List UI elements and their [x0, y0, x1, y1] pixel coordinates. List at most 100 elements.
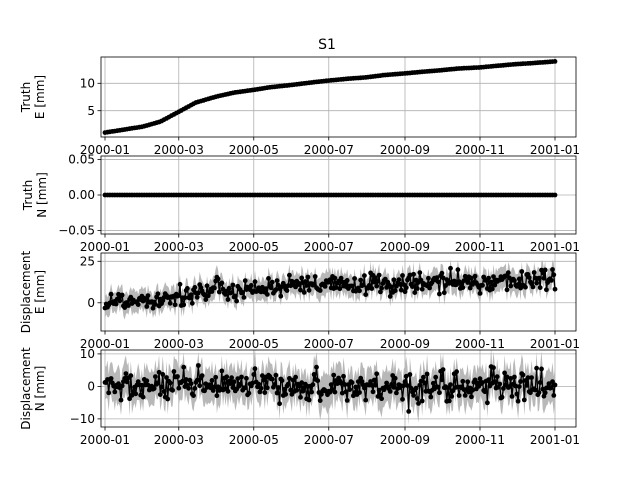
- data-point: [465, 280, 471, 285]
- data-point: [462, 393, 468, 398]
- x-tick-label: 2000-05: [229, 337, 279, 351]
- y-tick-label: 10: [80, 347, 95, 361]
- data-point: [185, 286, 190, 291]
- data-point: [278, 293, 284, 299]
- y-axis-label: TruthN [mm]: [21, 172, 49, 218]
- data-point: [546, 381, 552, 387]
- data-point: [491, 274, 496, 279]
- data-point: [177, 281, 183, 287]
- x-tick-label: 2001-01: [530, 143, 580, 157]
- data-point: [357, 288, 362, 294]
- data-point: [391, 385, 397, 390]
- data-point: [529, 375, 534, 380]
- data-point: [412, 290, 418, 295]
- data-point: [214, 393, 220, 399]
- data-point: [494, 374, 500, 380]
- data-point: [231, 379, 237, 385]
- data-point: [129, 392, 135, 398]
- data-point: [219, 368, 225, 374]
- data-point: [194, 377, 200, 383]
- data-point: [455, 267, 461, 273]
- data-point: [402, 289, 408, 295]
- data-point: [262, 390, 268, 395]
- data-point: [363, 397, 369, 403]
- y-axis-label: TruthE [mm]: [19, 75, 47, 119]
- data-point: [225, 297, 231, 302]
- data-point: [229, 375, 235, 381]
- data-point: [220, 286, 226, 292]
- data-point: [370, 389, 376, 395]
- data-point: [477, 376, 483, 382]
- data-point: [413, 385, 419, 391]
- data-point: [405, 383, 410, 388]
- data-point: [470, 387, 475, 393]
- data-point: [548, 278, 554, 283]
- data-point: [378, 289, 383, 295]
- data-point: [285, 381, 291, 387]
- data-point: [332, 389, 338, 395]
- data-point: [384, 380, 389, 386]
- y-tick-label: 5: [87, 104, 95, 118]
- data-point: [521, 397, 527, 403]
- data-point: [299, 275, 305, 281]
- data-point: [410, 284, 415, 289]
- data-point: [542, 267, 548, 273]
- data-point: [209, 289, 215, 294]
- data-point: [482, 389, 488, 395]
- data-point: [544, 287, 549, 293]
- data-point: [369, 382, 375, 388]
- data-point: [411, 271, 416, 277]
- data-point: [213, 374, 219, 380]
- data-point: [419, 286, 425, 292]
- data-point: [273, 287, 279, 293]
- x-tick-label: 2000-01: [80, 240, 130, 254]
- y-tick-label: −10: [70, 412, 95, 426]
- data-point: [189, 300, 195, 306]
- data-point: [403, 373, 409, 379]
- data-point: [237, 381, 243, 387]
- axes-displacement-n: 2000-01 2000-03 2000-05 2000-07 2000-09 2000-…: [19, 347, 580, 447]
- data-point: [108, 291, 114, 297]
- data-point: [156, 369, 162, 375]
- data-point: [374, 283, 380, 289]
- data-point: [526, 275, 532, 280]
- data-point: [194, 294, 200, 300]
- data-point: [315, 378, 321, 384]
- data-point: [219, 280, 225, 286]
- data-point: [398, 287, 404, 293]
- series-line: [104, 60, 556, 134]
- data-point: [234, 298, 240, 304]
- data-point: [360, 282, 366, 288]
- data-point: [180, 378, 185, 384]
- data-point: [240, 290, 246, 295]
- data-point: [407, 272, 413, 278]
- data-point: [512, 374, 517, 380]
- data-point: [347, 387, 353, 392]
- x-tick-label: 2000-07: [304, 433, 354, 447]
- data-point: [480, 380, 485, 385]
- data-point: [157, 392, 163, 397]
- data-point: [188, 381, 194, 386]
- data-point: [371, 377, 377, 383]
- x-tick-label: 2001-01: [530, 240, 580, 254]
- data-point: [144, 304, 150, 309]
- data-point: [251, 372, 257, 377]
- data-point: [344, 278, 350, 283]
- data-point: [303, 279, 308, 284]
- data-point: [456, 393, 462, 398]
- data-point: [508, 376, 514, 381]
- data-point: [539, 366, 544, 372]
- data-point: [375, 278, 381, 284]
- data-point: [454, 369, 459, 375]
- data-point: [108, 376, 114, 381]
- data-point: [414, 286, 420, 291]
- data-point: [448, 265, 453, 271]
- data-point: [460, 285, 466, 290]
- data-point: [311, 372, 317, 377]
- data-point: [127, 396, 132, 402]
- data-point: [536, 275, 542, 281]
- data-point: [540, 386, 546, 392]
- data-point: [188, 292, 194, 298]
- y-axis-label-line: Displacement: [19, 347, 33, 430]
